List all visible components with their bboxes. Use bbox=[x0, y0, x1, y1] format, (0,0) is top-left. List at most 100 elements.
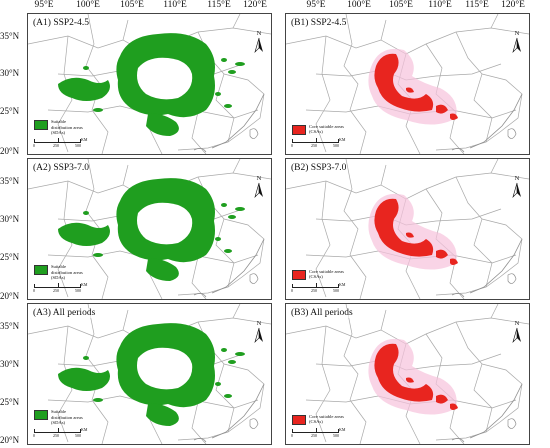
map-panel-b3: (B3) All periods N Core suitable areas (… bbox=[285, 303, 530, 445]
sda-region bbox=[146, 113, 179, 136]
north-arrow: N bbox=[252, 320, 266, 346]
scale-tick: 250 bbox=[53, 433, 59, 438]
sda-patch bbox=[215, 237, 221, 241]
scale-tick: 250 bbox=[311, 288, 317, 293]
scale-tick: 500 bbox=[75, 288, 81, 293]
scale-unit: KM bbox=[81, 427, 88, 432]
sda-patch bbox=[224, 394, 232, 398]
legend: Core suitable areas (CSAs) bbox=[292, 124, 345, 135]
legend: Core suitable areas (CSAs) bbox=[292, 414, 345, 425]
north-arrow-icon bbox=[254, 327, 263, 344]
sda-patch bbox=[215, 92, 221, 96]
scale-tick: 250 bbox=[53, 143, 59, 148]
sda-patch bbox=[93, 398, 103, 402]
north-arrow: N bbox=[252, 30, 266, 56]
scale-unit: KM bbox=[339, 137, 346, 142]
sda-patch bbox=[228, 215, 236, 219]
panel-title: (A1) SSP2-4.5 bbox=[33, 18, 89, 28]
map-svg bbox=[28, 159, 271, 299]
north-label: N bbox=[256, 320, 262, 327]
lon-label: 115°E bbox=[465, 0, 489, 10]
map-svg bbox=[286, 14, 529, 154]
north-arrow: N bbox=[510, 320, 524, 346]
sda-patch bbox=[224, 104, 232, 108]
lat-label: 35°N bbox=[0, 31, 20, 41]
scale-tick: 0 bbox=[33, 433, 35, 438]
scale-unit: KM bbox=[81, 282, 88, 287]
sda-patch bbox=[83, 211, 89, 215]
sda-patch bbox=[224, 249, 232, 253]
legend-label: Suitable distribution areas (SDAs) bbox=[51, 409, 83, 425]
north-label: N bbox=[514, 30, 520, 37]
panel-title: (A3) All periods bbox=[33, 308, 96, 318]
north-arrow-icon bbox=[254, 182, 263, 199]
north-arrow-icon bbox=[512, 327, 521, 344]
scale-tick: 500 bbox=[333, 288, 339, 293]
scale-unit: KM bbox=[81, 137, 88, 142]
legend-swatch bbox=[292, 125, 306, 135]
lat-label: 25°N bbox=[0, 397, 20, 407]
csa-region bbox=[374, 53, 434, 112]
map-svg bbox=[28, 304, 271, 444]
map-svg bbox=[286, 159, 529, 299]
lat-label: 20°N bbox=[0, 291, 20, 301]
legend: Suitable distribution areas (SDAs) bbox=[34, 409, 87, 425]
legend: Suitable distribution areas (SDAs) bbox=[34, 119, 87, 135]
sda-patch bbox=[83, 66, 89, 70]
sda-hole bbox=[137, 202, 193, 245]
legend: Suitable distribution areas (SDAs) bbox=[34, 264, 87, 280]
sda-patch bbox=[228, 70, 236, 74]
lon-label: 115°E bbox=[207, 0, 231, 10]
scale-tick: 0 bbox=[291, 288, 293, 293]
scale-bar: KM 0 250 500 bbox=[291, 282, 352, 296]
north-arrow: N bbox=[510, 30, 524, 56]
lat-label: 35°N bbox=[0, 321, 20, 331]
lon-label: 120°E bbox=[243, 0, 267, 10]
lat-label: 20°N bbox=[0, 435, 20, 445]
csa-region bbox=[450, 403, 458, 410]
lat-label: 30°N bbox=[0, 214, 20, 224]
csa-region bbox=[436, 104, 448, 114]
lat-label: 30°N bbox=[0, 68, 20, 78]
lon-label: 95°E bbox=[306, 0, 326, 10]
scale-bar: KM 0 250 500 bbox=[33, 427, 94, 441]
map-panel-a2: (A2) SSP3-7.0 N Suitable distribution ar… bbox=[27, 158, 272, 300]
lon-label: 105°E bbox=[120, 0, 144, 10]
lon-label: 110°E bbox=[163, 0, 187, 10]
sda-region bbox=[58, 367, 110, 391]
panel-title: (A2) SSP3-7.0 bbox=[33, 163, 89, 173]
scale-unit: KM bbox=[339, 282, 346, 287]
sda-patch bbox=[83, 356, 89, 360]
scale-tick: 0 bbox=[33, 143, 35, 148]
north-arrow-icon bbox=[254, 37, 263, 54]
map-svg bbox=[28, 14, 271, 154]
sda-region bbox=[58, 222, 110, 246]
legend-label: Suitable distribution areas (SDAs) bbox=[51, 264, 83, 280]
lon-label: 120°E bbox=[501, 0, 525, 10]
csa-region bbox=[406, 87, 414, 93]
sda-hole bbox=[137, 347, 193, 390]
longitude-axis-right: 95°E 100°E 105°E 110°E 115°E 120°E bbox=[285, 0, 528, 12]
sda-patch bbox=[221, 348, 227, 352]
north-label: N bbox=[256, 175, 262, 182]
sda-hole bbox=[137, 57, 193, 100]
legend-label: Core suitable areas (CSAs) bbox=[309, 414, 344, 425]
legend-swatch bbox=[34, 265, 48, 276]
scale-bar: KM 0 250 500 bbox=[291, 427, 352, 441]
sda-patch bbox=[235, 207, 245, 211]
sda-patch bbox=[215, 382, 221, 386]
sda-patch bbox=[93, 108, 103, 112]
north-label: N bbox=[514, 320, 520, 327]
north-arrow-icon bbox=[512, 182, 521, 199]
lat-label: 35°N bbox=[0, 176, 20, 186]
longitude-axis-left: 95°E 100°E 105°E 110°E 115°E 120°E bbox=[27, 0, 270, 12]
north-label: N bbox=[514, 175, 520, 182]
scale-bar: KM 0 250 500 bbox=[33, 137, 94, 151]
scale-tick: 0 bbox=[291, 143, 293, 148]
lat-label: 25°N bbox=[0, 106, 20, 116]
north-arrow: N bbox=[252, 175, 266, 201]
sda-patch bbox=[221, 203, 227, 207]
panel-title: (B2) SSP3-7.0 bbox=[291, 163, 347, 173]
legend-swatch bbox=[292, 415, 306, 425]
legend-swatch bbox=[34, 120, 48, 131]
